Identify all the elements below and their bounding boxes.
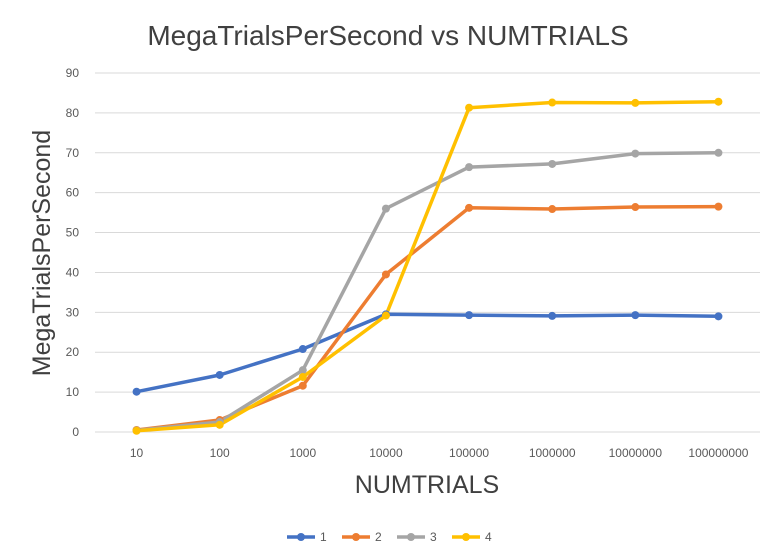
y-tick-label: 50 [66,226,80,240]
x-tick-label: 10000 [369,446,403,460]
series-3-point [548,159,557,168]
x-tick-label: 100 [210,446,230,460]
series-2-point [631,203,640,212]
series-3-point [465,163,474,172]
legend-swatch-marker [407,533,415,541]
y-tick-label: 40 [66,265,80,279]
gridlines [95,72,760,433]
series-2-point [465,203,474,212]
y-tick-label: 80 [66,106,80,120]
series-4-point [215,420,224,429]
series-2-point [714,202,723,211]
x-tick-label: 100000 [449,446,489,460]
series-1-point [465,311,474,320]
chart-title: MegaTrialsPerSecond vs NUMTRIALS [147,20,628,51]
y-tick-label: 30 [66,305,80,319]
series-1-point [132,387,141,396]
series-3-point [714,148,723,157]
x-tick-label: 1000000 [529,446,576,460]
series-4-point [465,103,474,112]
series-4-point [381,311,390,320]
series-4-point [132,426,141,435]
series-4-point [298,372,307,381]
x-tick-label: 1000 [289,446,316,460]
series-3-point [631,149,640,158]
legend: 1 2 3 4 [287,530,492,544]
series-4-point [631,98,640,107]
x-tick-label: 10 [130,446,144,460]
y-tick-label: 20 [66,345,80,359]
series-1-point [215,370,224,379]
series-1-line [134,312,721,394]
legend-entry-3: 3 [430,530,437,544]
legend-entry-2: 2 [375,530,382,544]
series-2-point [548,205,557,214]
y-tick-label: 70 [66,146,80,160]
series-3-point [381,204,390,213]
legend-swatch-marker [462,533,470,541]
series-lines [132,97,723,435]
x-tick-label: 100000000 [688,446,748,460]
series-1-point [548,311,557,320]
series-4-point [714,97,723,106]
y-axis-title: MegaTrialsPerSecond [28,130,56,376]
y-tick-label: 0 [72,425,79,439]
series-1-point [714,312,723,321]
series-2-line [134,204,721,432]
legend-entry-1: 1 [320,530,327,544]
series-3-line [134,151,721,433]
legend-entry-4: 4 [485,530,492,544]
legend-swatch-marker [352,533,360,541]
x-tick-label: 10000000 [609,446,663,460]
series-1-point [298,345,307,354]
series-3-point [298,366,307,375]
x-axis-title: NUMTRIALS [355,471,499,499]
y-tick-label: 60 [66,186,80,200]
y-axis-ticks: 0 10 20 30 40 50 60 70 80 90 [66,66,80,439]
y-tick-label: 10 [66,385,80,399]
legend-swatch-marker [297,533,305,541]
x-axis-ticks: 10 100 1000 10000 100000 1000000 10000000 10000… [130,446,749,460]
series-4-point [548,98,557,107]
series-2-point [298,381,307,390]
series-1-point [631,311,640,320]
series-2-point [381,270,390,279]
y-tick-label: 90 [66,66,80,80]
series-4-line [134,99,721,433]
